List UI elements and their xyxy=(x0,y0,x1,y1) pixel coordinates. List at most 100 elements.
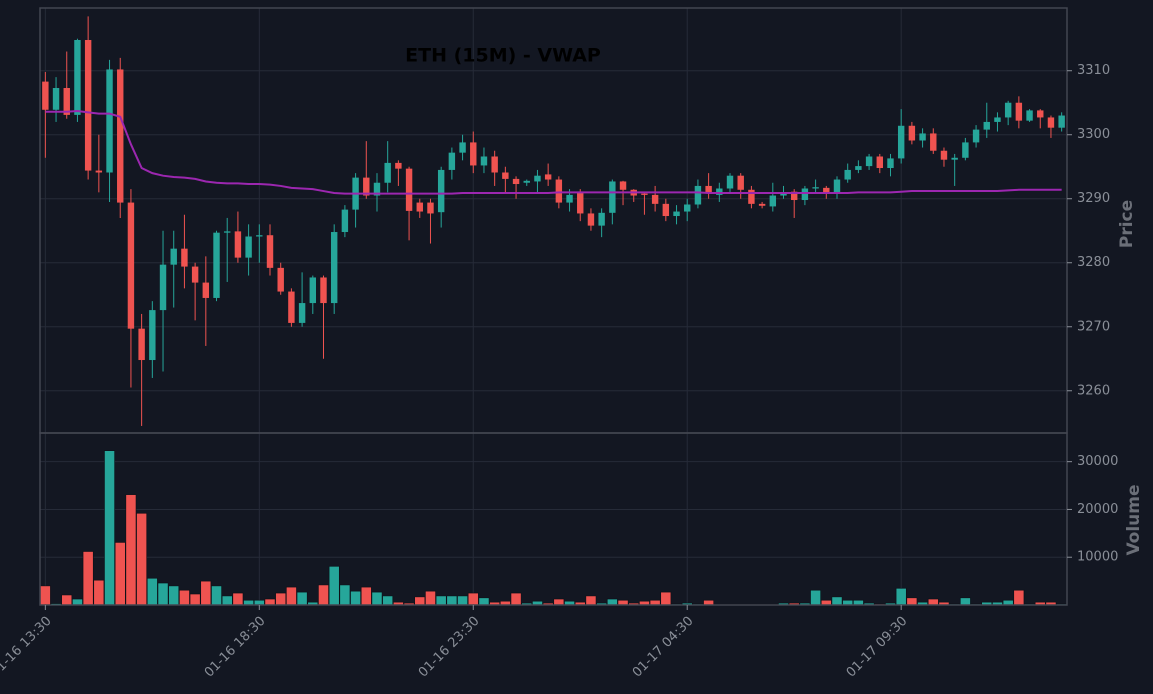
candle-body xyxy=(330,232,338,304)
candle-body xyxy=(801,188,809,201)
volume-bar xyxy=(93,579,105,606)
candle-body xyxy=(1037,110,1044,118)
candle-body xyxy=(309,277,317,304)
candle-body xyxy=(181,248,188,267)
volume-bar xyxy=(467,592,479,606)
candle-body xyxy=(983,121,990,130)
volume-bar xyxy=(179,589,190,606)
candle-body xyxy=(908,125,916,141)
volume-bar xyxy=(39,585,51,606)
candle-body xyxy=(1026,110,1033,121)
candle-body xyxy=(416,202,423,212)
volume-bar xyxy=(189,593,201,606)
candle-body xyxy=(651,194,659,204)
volume-bar xyxy=(831,596,843,606)
candle-body xyxy=(266,235,274,268)
volume-bar xyxy=(114,542,126,606)
candle-body xyxy=(769,195,777,207)
candle-body xyxy=(84,40,92,171)
candle-body xyxy=(534,175,541,182)
candle-body xyxy=(716,188,723,195)
candle-body xyxy=(587,213,595,226)
candle-body xyxy=(855,166,862,170)
candle-body xyxy=(972,129,980,143)
candle-body xyxy=(940,150,948,160)
volume-bar xyxy=(318,584,329,606)
volume-bar xyxy=(585,595,597,606)
volume-bar xyxy=(1013,589,1025,606)
candle-body xyxy=(106,69,113,173)
candle-body xyxy=(566,194,573,203)
volume-bar xyxy=(350,590,361,606)
candle-body xyxy=(823,187,830,193)
candle-body xyxy=(962,142,969,158)
volume-bar xyxy=(232,592,244,606)
volume-bar xyxy=(414,596,426,606)
candle-body xyxy=(673,211,680,217)
volume-bar xyxy=(104,450,115,606)
candle-body xyxy=(95,170,103,173)
candle-body xyxy=(256,235,263,237)
volume-bar xyxy=(510,592,522,606)
candle-body xyxy=(555,179,563,203)
candle-body xyxy=(395,162,402,169)
candle-body xyxy=(641,193,648,195)
candle-body xyxy=(544,174,552,180)
candle-body xyxy=(897,125,905,159)
volume-bar xyxy=(125,494,137,606)
candle-body xyxy=(298,303,306,323)
volume-bar xyxy=(371,591,383,606)
candle-body xyxy=(74,40,81,115)
y-tick-label: 3260 xyxy=(1077,383,1110,398)
candle-body xyxy=(191,266,199,283)
volume-bar xyxy=(457,595,468,606)
volume-bar xyxy=(157,582,169,606)
volume-bar xyxy=(146,577,158,606)
volume-bar xyxy=(61,594,73,606)
candle-body xyxy=(448,152,456,170)
candle-body xyxy=(705,185,712,193)
candle-body xyxy=(117,69,124,203)
volume-tick-label: 10000 xyxy=(1077,550,1118,565)
volume-tick-label: 30000 xyxy=(1077,454,1118,469)
candle-body xyxy=(523,180,530,183)
candle-body xyxy=(42,81,49,110)
volume-bar xyxy=(168,585,180,606)
candle-body xyxy=(790,191,798,201)
candle-body xyxy=(609,181,616,213)
chart-title: ETH (15M) - VWAP xyxy=(405,45,601,67)
volume-bar xyxy=(221,595,233,606)
volume-tick-label: 20000 xyxy=(1077,502,1118,517)
candle-body xyxy=(234,231,242,258)
candle-body xyxy=(684,204,691,212)
y-tick-label: 3310 xyxy=(1077,63,1110,78)
candle-body xyxy=(662,203,670,217)
volume-bar xyxy=(553,598,565,606)
y-tick-label: 3270 xyxy=(1077,319,1110,334)
volume-bar xyxy=(959,597,971,606)
volume-panel xyxy=(39,432,1068,606)
y-tick-label: 3290 xyxy=(1077,191,1110,206)
candle-body xyxy=(288,291,295,323)
candle-body xyxy=(149,310,156,361)
candle-body xyxy=(245,236,252,258)
candle-body xyxy=(930,133,937,151)
candle-body xyxy=(320,277,327,304)
volume-bar xyxy=(328,565,340,606)
candle-body xyxy=(865,156,873,167)
candle-body xyxy=(812,187,819,189)
volume-bar xyxy=(660,591,672,606)
candle-body xyxy=(512,178,520,185)
candle-body xyxy=(491,156,498,173)
candle-body xyxy=(159,264,167,311)
volume-bar xyxy=(382,595,394,606)
volume-bar xyxy=(200,580,212,606)
grid xyxy=(40,8,1067,605)
y-axis-label: Price xyxy=(1117,200,1137,248)
candle-body xyxy=(138,328,145,361)
candle-body xyxy=(748,189,755,204)
candle-body xyxy=(919,133,926,141)
candle-body xyxy=(1004,102,1012,118)
